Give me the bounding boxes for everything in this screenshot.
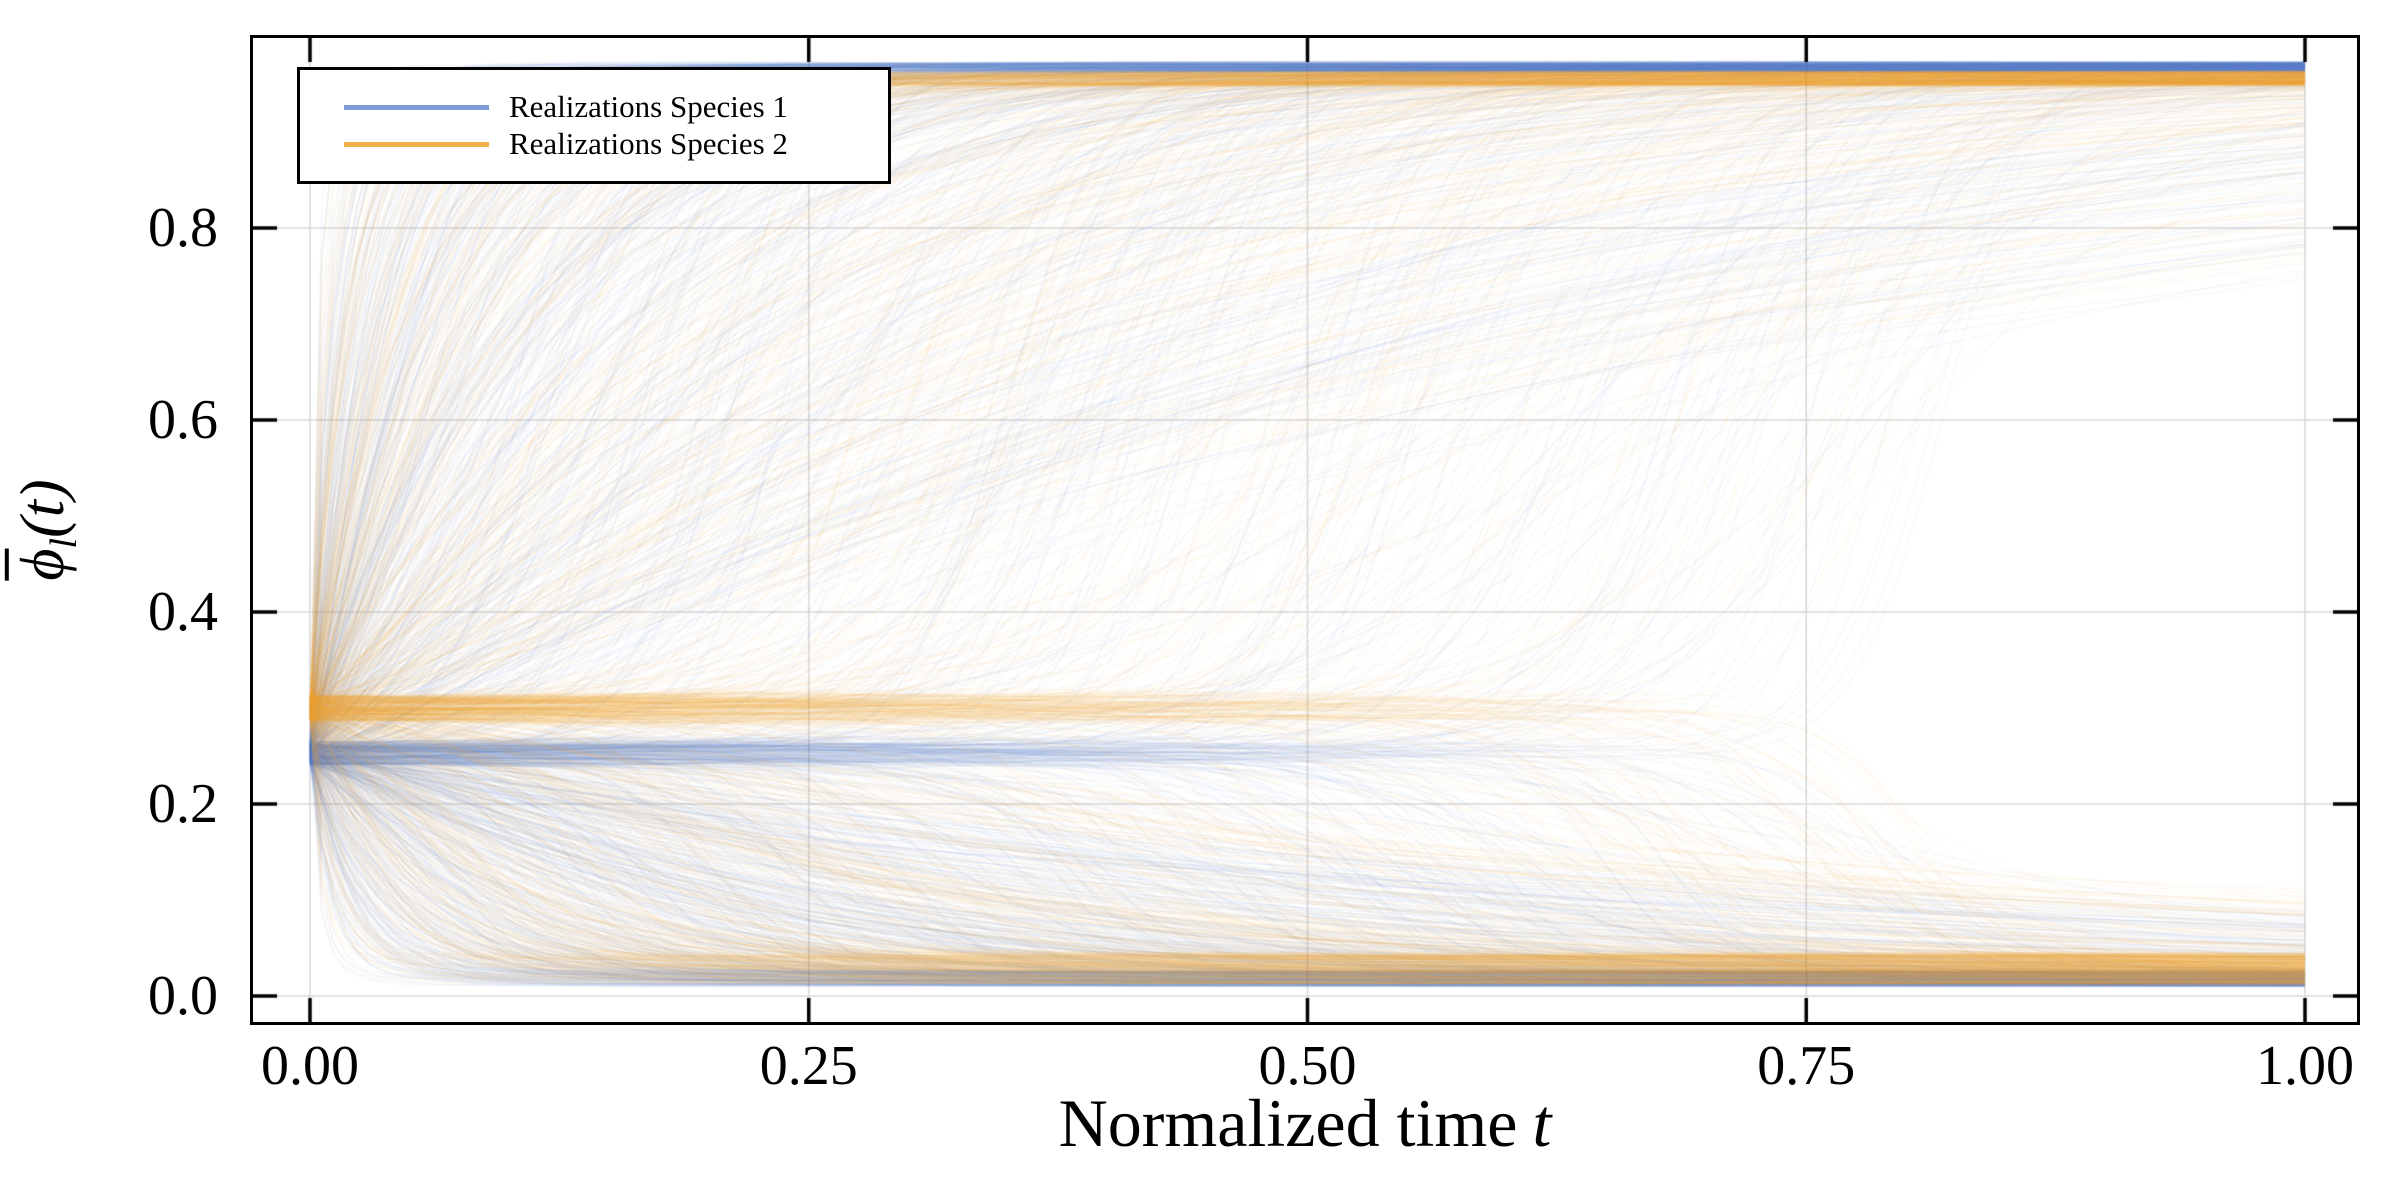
- legend-item-species-2: Realizations Species 2: [344, 126, 868, 162]
- x-tick-label: 0.00: [261, 1035, 359, 1097]
- legend-label-species-1: Realizations Species 1: [509, 89, 788, 124]
- y-tick-label: 0.4: [148, 581, 218, 643]
- x-tick-label: 0.75: [1757, 1035, 1856, 1097]
- legend-item-species-1: Realizations Species 1: [344, 89, 868, 125]
- y-axis-subscript: l: [43, 537, 86, 549]
- y-tick-label: 0.8: [148, 197, 218, 259]
- y-tick-label: 0.2: [148, 773, 218, 835]
- y-tick-label: 0.6: [148, 389, 218, 451]
- legend-label-species-2: Realizations Species 2: [509, 126, 788, 161]
- y-axis-suffix: (t): [8, 479, 77, 538]
- x-axis-label-text: Normalized time: [1058, 1085, 1518, 1161]
- y-axis-label: ϕl(t): [8, 479, 86, 580]
- x-tick-label: 0.50: [1258, 1035, 1357, 1097]
- x-axis-label: Normalized time t: [705, 1083, 1905, 1163]
- realizations-canvas: [253, 38, 2357, 1022]
- plot-area: Realizations Species 1 Realizations Spec…: [250, 35, 2360, 1025]
- legend-line-species-2-icon: [344, 141, 489, 147]
- y-axis-symbol-phi-bar: ϕ: [8, 548, 77, 581]
- x-tick-label: 0.25: [759, 1035, 858, 1097]
- legend-line-species-1-icon: [344, 104, 489, 110]
- legend: Realizations Species 1 Realizations Spec…: [297, 67, 891, 184]
- x-axis-symbol-t: t: [1532, 1085, 1552, 1161]
- y-tick-label: 0.0: [148, 965, 218, 1027]
- x-tick-label: 1.00: [2256, 1035, 2354, 1097]
